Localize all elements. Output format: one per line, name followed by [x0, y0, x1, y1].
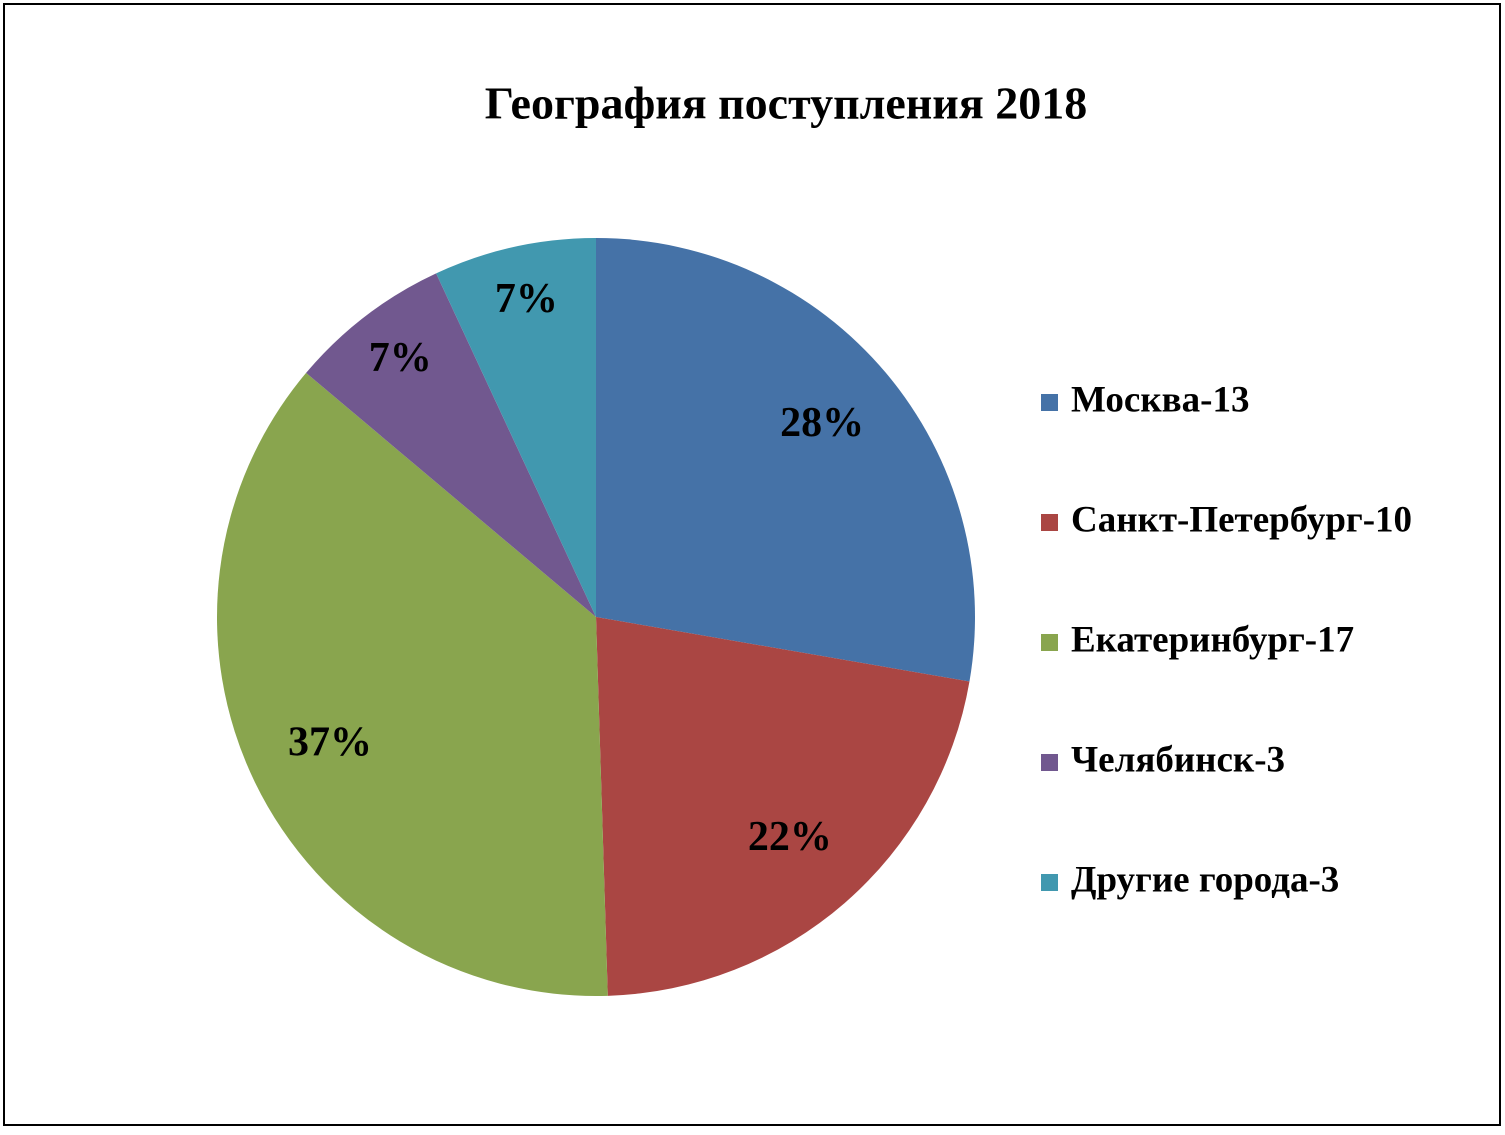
pie-slice: [217, 372, 608, 996]
legend-swatch: [1041, 634, 1058, 651]
data-label: 28%: [780, 400, 864, 446]
pie-slice: [436, 238, 596, 617]
data-label: 22%: [748, 814, 832, 860]
legend-swatch: [1041, 874, 1058, 891]
data-label: 37%: [288, 719, 372, 765]
legend-label: Другие города-3: [1071, 859, 1339, 900]
pie-slice: [306, 273, 596, 617]
legend-swatch: [1041, 754, 1058, 771]
pie-slice: [596, 238, 975, 682]
legend-swatch: [1041, 394, 1058, 411]
legend-label: Москва-13: [1071, 379, 1249, 420]
legend-label: Санкт-Петербург-10: [1071, 499, 1412, 540]
pie-slice: [596, 617, 970, 996]
chart-title: География поступления 2018: [485, 78, 1087, 129]
legend-swatch: [1041, 514, 1058, 531]
data-label: 7%: [495, 276, 558, 322]
legend-label: Екатеринбург-17: [1071, 619, 1354, 660]
data-label: 7%: [369, 335, 432, 381]
legend-label: Челябинск-3: [1071, 739, 1285, 780]
